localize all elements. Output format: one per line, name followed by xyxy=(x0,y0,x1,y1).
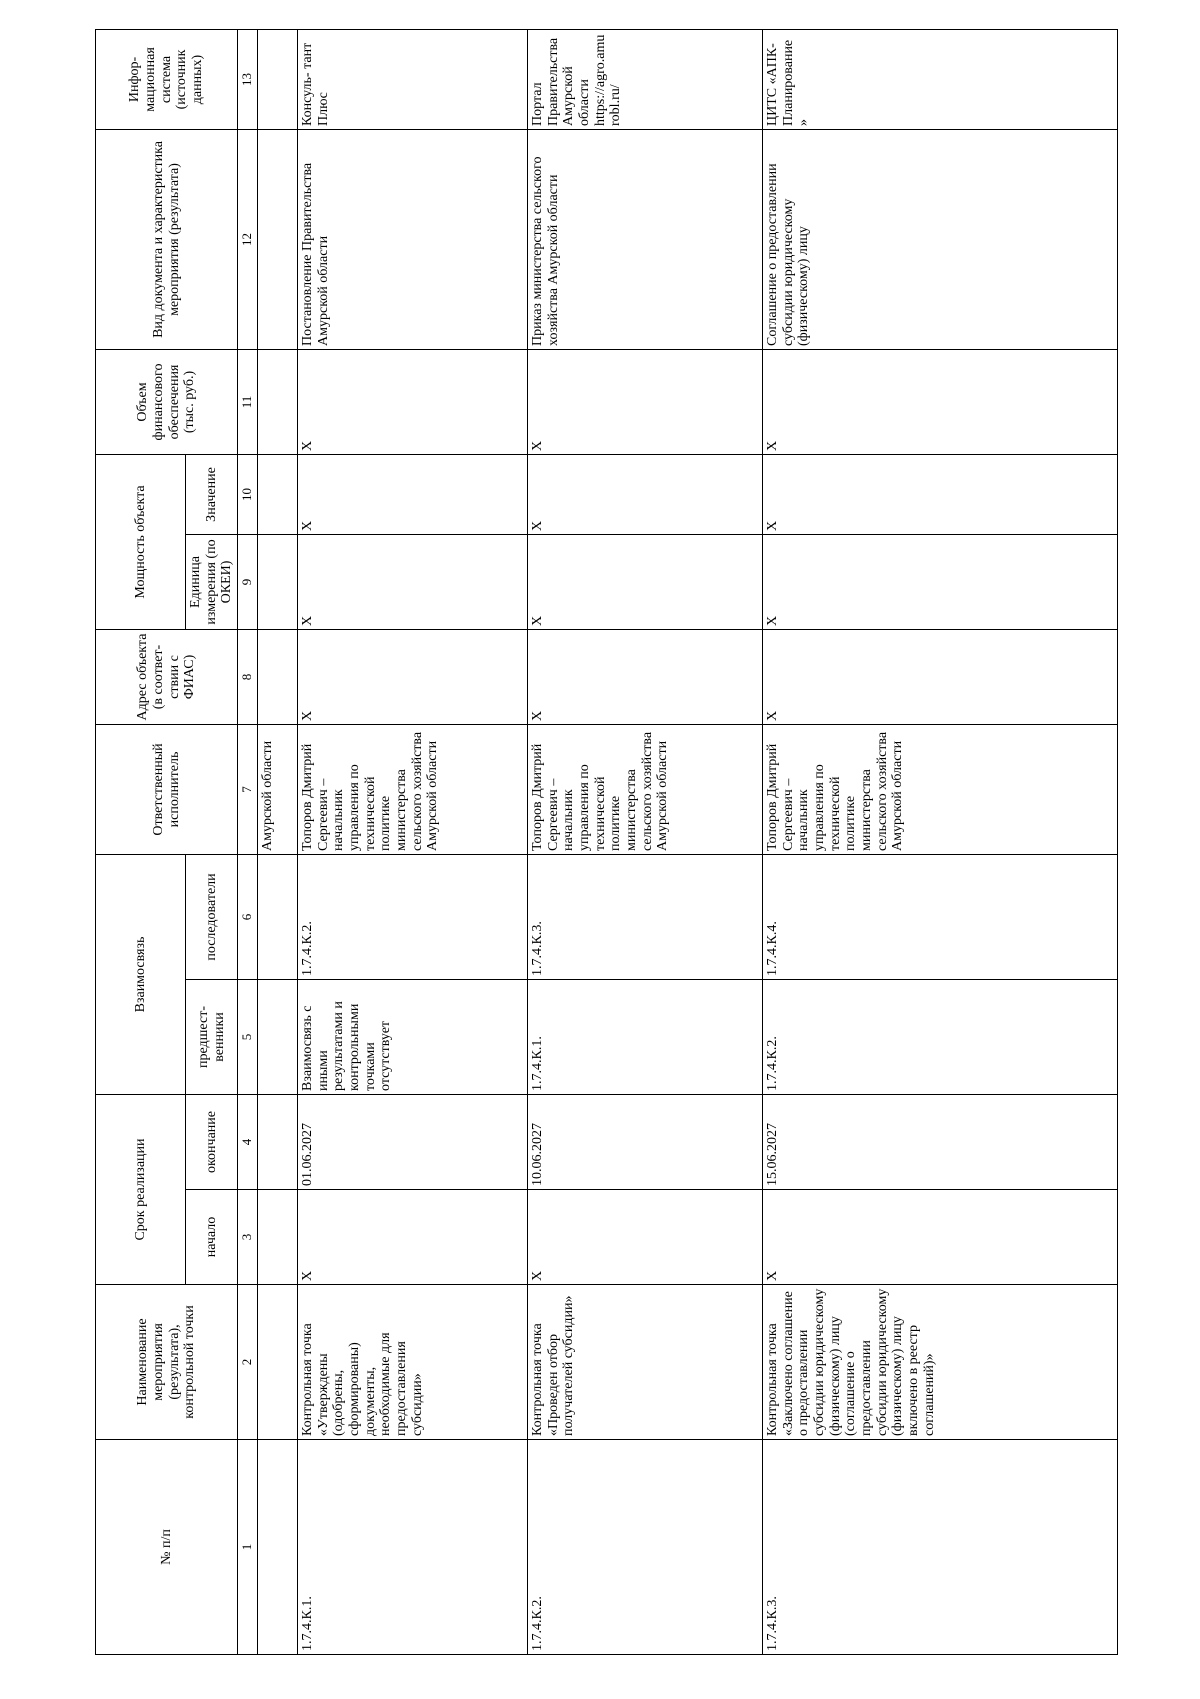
data-row: 1.7.4.К.1. Контрольная точка «Утверждены … xyxy=(297,29,528,1655)
cell: X xyxy=(297,534,528,630)
header-cell: Объем финансового обеспечения (тыс. руб.… xyxy=(95,349,238,455)
continuation-row: Амурской области xyxy=(257,29,298,1655)
cell xyxy=(257,1439,298,1655)
cell: Соглашение о предоставлении субсидии юри… xyxy=(762,129,1118,350)
cell: Контрольная точка «Заключено соглашение … xyxy=(762,1284,1118,1440)
number-cell: 2 xyxy=(237,1284,258,1440)
subheader-cell: предшест-венники xyxy=(185,979,238,1095)
cell: 1.7.4.К.2. xyxy=(297,854,528,980)
header-cell: Срок реализации xyxy=(95,1094,186,1285)
header-cell: Взаимосвязь xyxy=(95,854,186,1095)
header-cell: Ответственный исполнитель xyxy=(95,724,238,855)
number-cell: 3 xyxy=(237,1189,258,1285)
cell: X xyxy=(297,454,528,535)
cell: X xyxy=(527,349,763,455)
data-row: 1.7.4.К.2. Контрольная точка «Проведен от… xyxy=(527,29,763,1655)
header-cell: Адрес объекта (в соответ-ствии с ФИАС) xyxy=(95,629,238,725)
cell: Взаимосвязь с иными результатами и контр… xyxy=(297,979,528,1095)
subheader-cell: начало xyxy=(185,1189,238,1285)
cell: Контрольная точка «Проведен отбор получа… xyxy=(527,1284,763,1440)
cell: X xyxy=(762,454,1118,535)
header-cell: № п/п xyxy=(95,1439,238,1655)
cell: ЦИТС «АПК-Планирование» xyxy=(762,29,1118,130)
number-cell: 10 xyxy=(237,454,258,535)
table-body: № п/п Наименование мероприятия (результа… xyxy=(95,29,1118,1655)
cell xyxy=(257,349,298,455)
subheader-cell: Единица измерения (по ОКЕИ) xyxy=(185,534,238,630)
cell: X xyxy=(762,534,1118,630)
cell xyxy=(257,29,298,130)
cell: 1.7.4.К.4. xyxy=(762,854,1118,980)
number-cell: 5 xyxy=(237,979,258,1095)
header-cell: Вид документа и характеристика мероприят… xyxy=(95,129,238,350)
number-cell: 9 xyxy=(237,534,258,630)
cell xyxy=(257,1094,298,1190)
cell xyxy=(257,454,298,535)
cell: 15.06.2027 xyxy=(762,1094,1118,1190)
subheader-cell: последователи xyxy=(185,854,238,980)
cell: Портал Правительства Амурской области ht… xyxy=(527,29,763,130)
header-cell: Наименование мероприятия (результата), к… xyxy=(95,1284,238,1440)
cell: Контрольная точка «Утверждены (одобрены,… xyxy=(297,1284,528,1440)
cell: Топоров Дмитрий Сергеевич – начальник уп… xyxy=(297,724,528,855)
cell: X xyxy=(762,629,1118,725)
cell: 1.7.4.К.3. xyxy=(762,1439,1118,1655)
number-cell: 4 xyxy=(237,1094,258,1190)
header-cell: Инфор-мационная система (источник данных… xyxy=(95,29,238,130)
cell: 1.7.4.К.1. xyxy=(527,979,763,1095)
number-cell: 1 xyxy=(237,1439,258,1655)
cell xyxy=(257,534,298,630)
cell: Амурской области xyxy=(257,724,298,855)
cell: X xyxy=(297,1189,528,1285)
header-row: № п/п Наименование мероприятия (результа… xyxy=(95,29,238,1655)
number-cell: 8 xyxy=(237,629,258,725)
cell: X xyxy=(297,629,528,725)
cell: 10.06.2027 xyxy=(527,1094,763,1190)
number-cell: 7 xyxy=(237,724,258,855)
number-row: 1 2 3 4 5 6 7 8 9 10 11 12 13 xyxy=(237,29,258,1655)
cell: X xyxy=(527,534,763,630)
data-row: 1.7.4.К.3. Контрольная точка «Заключено с… xyxy=(762,29,1118,1655)
cell: Постановление Правительства Амурской обл… xyxy=(297,129,528,350)
cell xyxy=(257,1189,298,1285)
number-cell: 12 xyxy=(237,129,258,350)
cell: Топоров Дмитрий Сергеевич – начальник уп… xyxy=(527,724,763,855)
cell xyxy=(257,854,298,980)
cell: 1.7.4.К.2. xyxy=(762,979,1118,1095)
cell: X xyxy=(527,629,763,725)
cell: X xyxy=(762,349,1118,455)
cell xyxy=(257,979,298,1095)
cell: 01.06.2027 xyxy=(297,1094,528,1190)
cell xyxy=(257,629,298,725)
plan-table: № п/п Наименование мероприятия (результа… xyxy=(95,29,1118,1655)
subheader-cell: окончание xyxy=(185,1094,238,1190)
number-cell: 13 xyxy=(237,29,258,130)
cell xyxy=(257,129,298,350)
cell: X xyxy=(527,454,763,535)
cell: Приказ министерства сельского хозяйства … xyxy=(527,129,763,350)
cell xyxy=(257,1284,298,1440)
cell: 1.7.4.К.1. xyxy=(297,1439,528,1655)
cell: 1.7.4.К.3. xyxy=(527,854,763,980)
cell: X xyxy=(297,349,528,455)
rotated-sheet: № п/п Наименование мероприятия (результа… xyxy=(95,29,1118,1655)
cell: Топоров Дмитрий Сергеевич – начальник уп… xyxy=(762,724,1118,855)
cell: 1.7.4.К.2. xyxy=(527,1439,763,1655)
cell: Консуль- тант Плюс xyxy=(297,29,528,130)
header-cell: Мощность объекта xyxy=(95,454,186,630)
number-cell: 11 xyxy=(237,349,258,455)
number-cell: 6 xyxy=(237,854,258,980)
subheader-cell: Значение xyxy=(185,454,238,535)
cell: X xyxy=(762,1189,1118,1285)
cell: X xyxy=(527,1189,763,1285)
